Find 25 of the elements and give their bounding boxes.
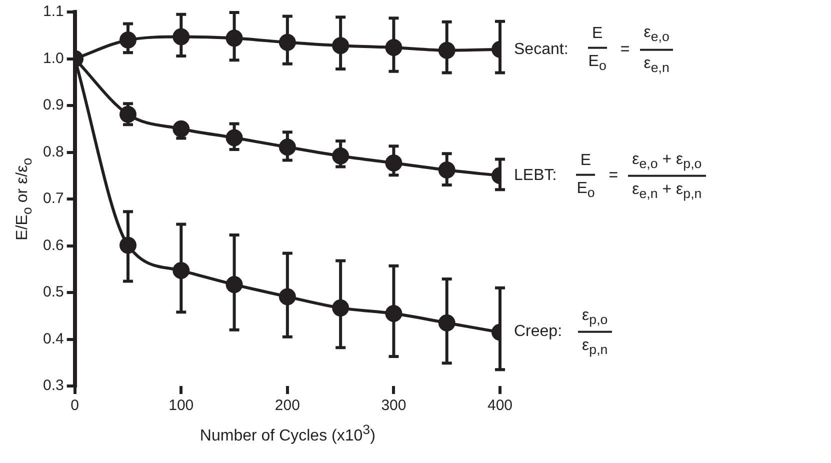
x-tick-label: 200 xyxy=(274,397,300,414)
text: E E$_{o}$ xyxy=(576,152,596,200)
y-tick-label: 0.6 xyxy=(42,236,64,254)
y-tick-label: 1.0 xyxy=(42,50,64,67)
y-tick-label: 0.8 xyxy=(42,143,64,160)
x-tick-label: 100 xyxy=(168,397,194,414)
text: ε$_{p,o}$ ε$_{p,n}$ xyxy=(581,307,609,358)
y-tick-label: 0.9 xyxy=(42,96,64,114)
x-tick-label: 300 xyxy=(381,397,406,414)
y-tick-label: 0.5 xyxy=(42,284,64,301)
legend-label: Secant: xyxy=(514,40,568,58)
text: ε$_{e,o}$ + ε$_{p,o}$ ε$_{e,n}$ + ε$_{p,n}$ xyxy=(632,150,702,201)
y-tick-label: 0.7 xyxy=(42,190,64,208)
text: ε$_{e,o}$ ε$_{e,n}$ xyxy=(642,24,670,75)
text: E E$_{o}$ xyxy=(587,25,608,74)
text: = xyxy=(620,40,630,58)
legend-label: Creep: xyxy=(514,323,562,342)
y-tick-label: 0.3 xyxy=(42,377,64,394)
x-axis-title: Number of Cycles (x10$^{3}$) xyxy=(200,422,376,446)
y-tick-label: 1.1 xyxy=(42,3,64,20)
x-tick-label: 0 xyxy=(70,397,80,414)
legend-label: LEBT: xyxy=(514,166,557,185)
y-tick-label: 0.4 xyxy=(42,330,64,348)
x-tick-label: 400 xyxy=(487,397,513,414)
text: = xyxy=(608,166,618,185)
